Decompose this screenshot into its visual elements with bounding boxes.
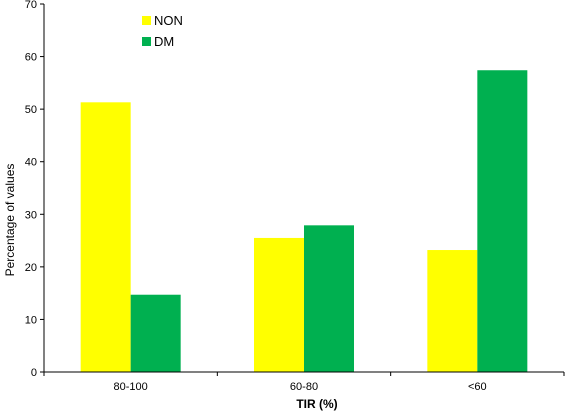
legend-swatch-non bbox=[142, 16, 151, 25]
y-tick-label: 70 bbox=[25, 0, 37, 11]
legend-label-non: NON bbox=[154, 13, 183, 28]
y-tick-label: 10 bbox=[25, 314, 37, 326]
bars bbox=[80, 70, 528, 373]
x-tick-label: <60 bbox=[468, 381, 487, 393]
legend-label-dm: DM bbox=[154, 34, 174, 49]
y-tick-label: 60 bbox=[25, 52, 37, 64]
x-tick-label: 60-80 bbox=[290, 381, 318, 393]
bar-dm-1 bbox=[304, 225, 354, 372]
y-tick-label: 50 bbox=[25, 104, 37, 116]
y-tick-label: 0 bbox=[31, 367, 37, 379]
x-tick-label: 80-100 bbox=[114, 381, 148, 393]
legend: NON DM bbox=[142, 13, 183, 49]
bar-non-0 bbox=[80, 102, 131, 373]
y-axis-ticks: 0 10 20 30 40 50 60 70 bbox=[25, 0, 44, 379]
y-axis-title: Percentage of values bbox=[3, 164, 17, 277]
x-axis-ticks: 80-100 60-80 <60 bbox=[43, 372, 565, 393]
bar-dm-0 bbox=[130, 294, 181, 372]
legend-swatch-dm bbox=[142, 37, 151, 46]
bar-non-2 bbox=[427, 250, 478, 372]
bar-dm-2 bbox=[477, 70, 528, 373]
bar-non-1 bbox=[254, 237, 304, 372]
y-tick-label: 40 bbox=[25, 157, 37, 169]
x-axis-title: TIR (%) bbox=[296, 397, 337, 411]
y-tick-label: 20 bbox=[25, 262, 37, 274]
y-tick-label: 30 bbox=[25, 209, 37, 221]
